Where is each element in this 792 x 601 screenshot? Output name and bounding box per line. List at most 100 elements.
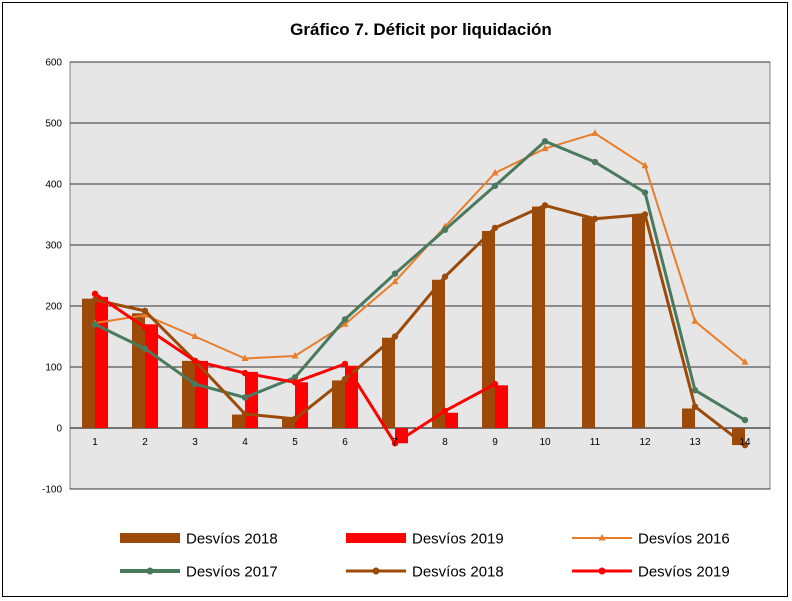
line-point-2-13 <box>691 403 699 410</box>
bar-desvios-2018-13 <box>682 408 695 428</box>
legend-swatch-bar <box>120 533 180 543</box>
bar-desvios-2018-12 <box>632 214 645 428</box>
x-tick-label: 8 <box>442 437 448 448</box>
bar-desvios-2018-5 <box>282 418 295 428</box>
line-point-0-10 <box>541 144 549 152</box>
legend-label: Desvíos 2019 <box>412 531 504 548</box>
line-point-0-7 <box>391 277 399 285</box>
line-point-2-12 <box>641 211 649 218</box>
line-point-3-1 <box>91 290 99 297</box>
x-tick-label: 12 <box>639 437 651 448</box>
x-tick-label: 2 <box>142 437 148 448</box>
x-tick-label: 7 <box>392 437 398 448</box>
line-point-0-6 <box>341 320 349 327</box>
y-tick-label: -100 <box>42 485 62 496</box>
x-tick-label: 10 <box>539 437 551 448</box>
line-point-2-2 <box>141 307 149 315</box>
line-point-0-11 <box>591 129 599 136</box>
legend-marker <box>372 567 380 575</box>
line-point-3-9 <box>491 380 499 388</box>
line-point-1-12 <box>641 189 649 196</box>
x-tick-label: 5 <box>292 437 298 448</box>
bar-desvios-2018-2 <box>132 313 145 428</box>
legend-label: Desvíos 2017 <box>186 564 278 581</box>
line-series-2 <box>94 203 746 447</box>
x-tick-label: 3 <box>192 437 198 448</box>
bar-desvios-2018-3 <box>182 360 195 428</box>
line-point-0-9 <box>491 169 499 176</box>
bar-desvios-2018-6 <box>332 380 345 428</box>
legend: Desvíos 2018 Desvíos 2019 Desvíos 2016 Desv… <box>120 531 730 581</box>
line-point-2-9 <box>491 224 499 232</box>
bar-desvios-2018-7 <box>382 337 395 428</box>
x-axis-tick-labels: 1 2 3 4 5 6 7 8 9 10 11 12 13 14 <box>92 437 751 448</box>
line-point-3-6 <box>341 360 349 368</box>
line-point-0-13 <box>691 317 699 324</box>
line-point-2-6 <box>341 376 349 383</box>
legend-label: Desvíos 2019 <box>638 564 730 581</box>
legend-swatch-bar <box>346 533 406 543</box>
line-point-1-6 <box>341 316 349 323</box>
line-point-0-3 <box>191 332 199 339</box>
bar-desvios-2018-9 <box>482 230 495 428</box>
y-tick-label: 100 <box>45 363 62 374</box>
bar-desvios-2018-4 <box>232 414 245 428</box>
bar-desvios-2018-1 <box>82 298 95 428</box>
line-point-2-11 <box>591 215 599 222</box>
x-tick-label: 1 <box>92 437 98 448</box>
x-tick-label: 13 <box>689 437 701 448</box>
line-point-3-4 <box>241 369 249 377</box>
bar-desvios-2018-8 <box>432 279 445 428</box>
x-tick-label: 9 <box>492 437 498 448</box>
line-point-3-8 <box>441 407 449 415</box>
legend-label: Desvíos 2018 <box>186 531 278 548</box>
line-point-0-12 <box>641 161 649 169</box>
line-point-1-14 <box>741 416 749 424</box>
x-tick-label: 14 <box>739 437 751 448</box>
line-series-0 <box>94 132 746 363</box>
line-point-3-5 <box>291 379 299 386</box>
y-tick-label: 200 <box>45 302 62 313</box>
bar-desvios-2019-2 <box>145 324 158 428</box>
legend-marker <box>146 567 154 575</box>
legend-label: Desvíos 2018 <box>412 564 504 581</box>
line-series-layer <box>91 129 749 449</box>
bar-desvios-2019-8 <box>445 412 458 428</box>
legend-marker <box>598 567 606 575</box>
x-tick-label: 6 <box>342 437 348 448</box>
line-point-1-4 <box>241 394 249 401</box>
bar-desvios-2019-1 <box>95 296 108 428</box>
line-point-0-5 <box>291 352 299 359</box>
x-tick-label: 11 <box>590 437 601 448</box>
line-series-1 <box>94 139 746 422</box>
line-point-2-4 <box>241 410 249 418</box>
line-point-1-3 <box>191 380 199 388</box>
legend-label: Desvíos 2016 <box>638 531 730 548</box>
bar-desvios-2018-11 <box>582 217 595 428</box>
legend-marker <box>598 534 606 541</box>
line-point-0-4 <box>241 354 249 361</box>
line-point-1-7 <box>391 270 399 277</box>
line-point-2-14 <box>741 441 749 449</box>
line-point-1-10 <box>541 138 549 145</box>
line-point-1-8 <box>441 226 449 233</box>
y-tick-label: 300 <box>45 241 62 252</box>
line-point-2-5 <box>291 415 299 423</box>
chart-title: Gráfico 7. Déficit por liquidación <box>290 20 552 39</box>
line-point-2-7 <box>391 333 399 340</box>
line-point-1-11 <box>591 158 599 166</box>
line-point-3-7 <box>391 440 399 447</box>
y-tick-label: 600 <box>45 58 62 69</box>
y-tick-label: 400 <box>45 180 62 191</box>
x-tick-label: 4 <box>242 437 248 448</box>
y-tick-label: 0 <box>56 424 62 435</box>
line-point-1-9 <box>491 182 499 190</box>
line-point-2-10 <box>541 202 549 209</box>
bar-desvios-2019-3 <box>195 360 208 428</box>
y-axis-tick-labels: -100 0 100 200 300 400 500 600 <box>42 58 62 496</box>
line-point-2-1 <box>91 296 99 304</box>
line-point-0-2 <box>141 311 149 318</box>
line-point-1-5 <box>291 374 299 381</box>
line-point-3-3 <box>191 357 199 365</box>
